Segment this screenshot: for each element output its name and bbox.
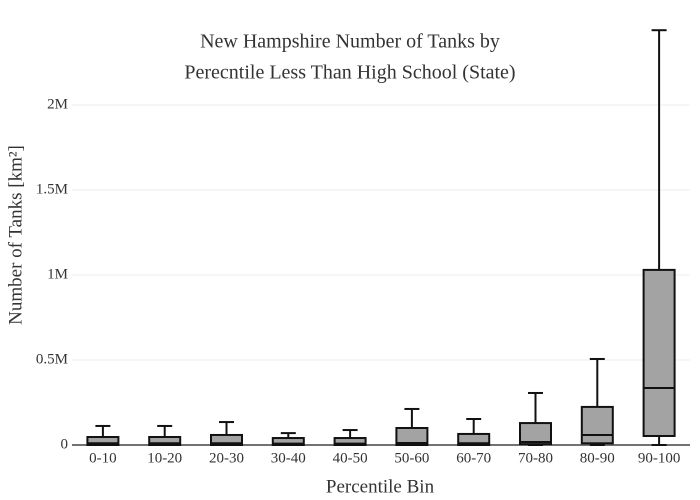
y-tick-label: 0.5M xyxy=(36,351,68,367)
y-tick-label: 1M xyxy=(47,266,68,282)
y-axis-title: Number of Tanks [km²] xyxy=(5,145,26,325)
x-tick-label: 50-60 xyxy=(394,450,429,466)
box xyxy=(642,268,676,437)
x-tick-label: 90-100 xyxy=(638,450,681,466)
x-axis-title: Percentile Bin xyxy=(326,476,435,497)
x-tick-label: 60-70 xyxy=(456,450,491,466)
x-tick-label: 80-90 xyxy=(580,450,615,466)
x-tick-label: 40-50 xyxy=(333,450,368,466)
box xyxy=(395,427,429,446)
y-tick-label: 1.5M xyxy=(36,181,68,197)
y-tick-label: 0 xyxy=(61,436,69,452)
box xyxy=(580,405,614,445)
box xyxy=(210,433,243,447)
y-tick-label: 2M xyxy=(47,96,68,112)
box xyxy=(457,432,491,447)
x-tick-label: 0-10 xyxy=(89,450,117,466)
box xyxy=(271,437,305,446)
box xyxy=(333,437,367,446)
x-tick-label: 70-80 xyxy=(518,450,553,466)
chart-title: Perecntile Less Than High School (State) xyxy=(184,62,515,84)
box xyxy=(519,422,552,446)
x-tick-label: 20-30 xyxy=(209,450,244,466)
x-tick-label: 10-20 xyxy=(147,450,182,466)
box xyxy=(148,436,182,447)
chart-title: New Hampshire Number of Tanks by xyxy=(200,31,500,53)
box xyxy=(86,436,120,447)
x-tick-label: 30-40 xyxy=(271,450,306,466)
